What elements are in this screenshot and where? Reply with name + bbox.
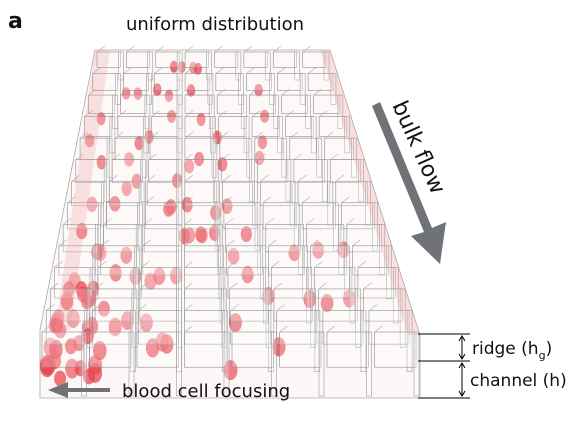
pillar xyxy=(82,332,87,396)
ridge xyxy=(221,160,251,183)
ridge xyxy=(153,95,179,113)
ridge-text: ridge (h xyxy=(472,339,539,359)
ridge xyxy=(121,95,147,113)
ridge xyxy=(244,52,267,67)
ridge-label: ridge (hg) xyxy=(472,339,552,362)
ridge xyxy=(154,74,179,91)
ridge xyxy=(185,332,227,367)
ridge xyxy=(185,74,210,91)
dimension-marks xyxy=(418,334,470,398)
ridge xyxy=(216,74,241,91)
ridge xyxy=(150,138,179,159)
ridge xyxy=(109,181,141,206)
ridge xyxy=(280,332,322,367)
ridge xyxy=(215,52,238,67)
ridge xyxy=(126,52,149,67)
ridge xyxy=(223,181,255,206)
ridge xyxy=(277,74,302,91)
ridge xyxy=(90,332,132,367)
ridge xyxy=(151,117,179,137)
ridge xyxy=(219,117,247,137)
ridge xyxy=(42,332,84,367)
ridge xyxy=(156,52,179,67)
ridge xyxy=(185,117,213,137)
ridge xyxy=(375,332,417,367)
ridge-tail: ) xyxy=(546,339,553,359)
ridge xyxy=(252,117,280,137)
ridge xyxy=(286,117,314,137)
ridge xyxy=(118,117,146,137)
ridge-sub: g xyxy=(539,349,546,362)
ridge xyxy=(220,138,249,159)
ridge xyxy=(112,160,142,183)
ridge xyxy=(137,332,179,367)
figure: a uniform distribution bulk flow ridge (… xyxy=(0,0,579,426)
ridge xyxy=(290,138,319,159)
top-label: uniform distribution xyxy=(126,14,304,35)
channel-label: channel (h) xyxy=(470,371,567,391)
panel-label: a xyxy=(8,9,23,34)
ridge xyxy=(255,138,284,159)
ridge xyxy=(147,181,179,206)
ridge xyxy=(185,160,215,183)
pillar xyxy=(367,332,372,396)
ridge xyxy=(282,95,308,113)
ridge xyxy=(327,332,369,367)
ridge xyxy=(258,160,288,183)
ridge xyxy=(185,181,217,206)
ridge xyxy=(185,52,208,67)
ridge-array xyxy=(40,46,420,398)
ridge xyxy=(232,332,274,367)
ridge xyxy=(260,181,292,206)
ridge xyxy=(247,74,272,91)
ridge xyxy=(273,52,296,67)
ridge xyxy=(217,95,243,113)
bottom-label: blood cell focusing xyxy=(122,381,290,402)
pillar xyxy=(414,332,419,396)
ridge xyxy=(294,160,324,183)
ridge xyxy=(115,138,144,159)
pillar xyxy=(319,332,324,396)
ridge xyxy=(249,95,275,113)
ridge xyxy=(124,74,149,91)
ridge xyxy=(149,160,179,183)
ridge xyxy=(185,95,211,113)
